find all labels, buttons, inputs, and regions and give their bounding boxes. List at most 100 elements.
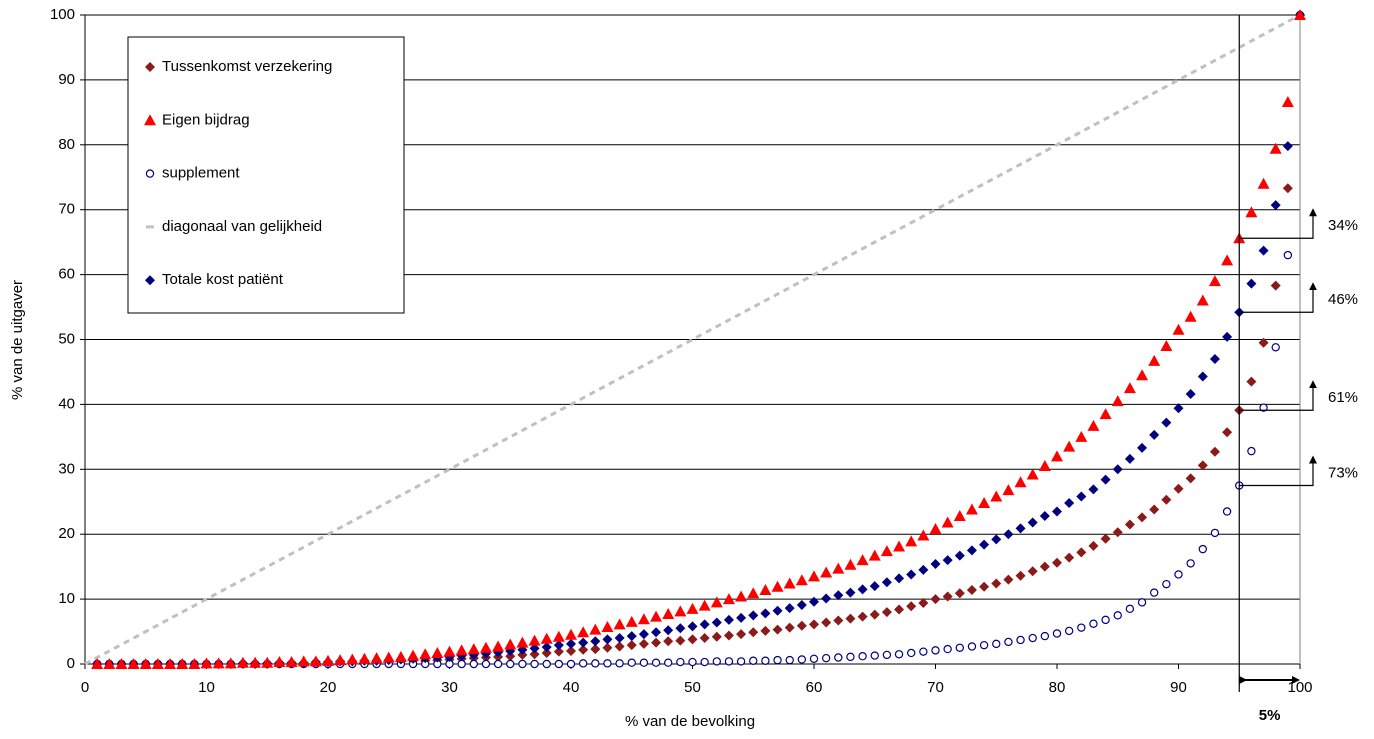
diamond-point <box>845 613 856 624</box>
diamond-point <box>821 617 832 628</box>
legend-label: Eigen bijdrag <box>162 111 250 128</box>
diamond-point <box>578 644 589 655</box>
diamond-point <box>748 627 759 638</box>
triangle-point <box>370 652 383 664</box>
circle-point <box>469 659 478 669</box>
y-tick-label: 70 <box>58 201 75 218</box>
annotation-label: 73% <box>1328 464 1358 481</box>
circle-point <box>639 658 649 667</box>
diamond-point <box>687 634 698 645</box>
circle-point <box>676 657 685 667</box>
diamond-point <box>602 642 613 653</box>
diamond-point <box>638 638 649 649</box>
circle-point <box>858 652 867 661</box>
triangle-point <box>467 643 480 655</box>
diamond-point <box>553 640 564 651</box>
circle-point <box>955 643 965 652</box>
diamond-point <box>1088 484 1099 495</box>
diamond-point <box>1185 389 1196 400</box>
triangle-point <box>297 655 310 667</box>
diamond-point <box>881 577 892 588</box>
circle-point <box>627 658 636 667</box>
diamond-point <box>796 620 807 631</box>
circle-point <box>712 657 722 666</box>
circle-point <box>785 655 794 665</box>
diamond-point <box>529 649 540 660</box>
triangle-point <box>443 645 456 657</box>
y-tick-label: 30 <box>58 460 75 477</box>
diamond-point <box>1197 371 1208 382</box>
diamond-point <box>1112 464 1123 475</box>
triangle-point <box>710 596 723 608</box>
triangle-point <box>492 640 505 652</box>
circle-point <box>1016 635 1025 645</box>
triangle-point <box>115 658 128 669</box>
diamond-point <box>1149 504 1160 515</box>
triangle-point <box>1281 95 1294 107</box>
diamond-point <box>1258 337 1269 348</box>
diamond-point <box>699 633 710 644</box>
diamond-point <box>906 601 917 612</box>
circle-point <box>1149 588 1159 597</box>
bracket-label: 5% <box>1259 707 1281 724</box>
diamond-point <box>541 642 552 653</box>
diamond-point <box>1015 523 1026 534</box>
diamond-point <box>590 644 601 655</box>
x-tick-label: 50 <box>684 679 701 696</box>
diamond-point <box>687 621 698 632</box>
circle-point <box>1101 615 1110 625</box>
triangle-point <box>856 554 869 566</box>
circle-point <box>870 651 879 660</box>
diamond-point <box>1124 519 1135 530</box>
triangle-point <box>1087 419 1100 431</box>
triangle-point <box>795 574 808 586</box>
diamond-point <box>748 610 759 621</box>
diamond-point <box>1270 280 1281 291</box>
diamond-point <box>1052 557 1062 568</box>
diamond-point <box>869 581 880 592</box>
triangle-point <box>662 608 675 620</box>
circle-point <box>894 650 904 659</box>
diamond-point <box>784 622 795 633</box>
annotation-arrow <box>1239 380 1317 411</box>
annotation-arrow <box>1239 455 1317 487</box>
triangle-point <box>686 602 699 614</box>
circle-point <box>1198 544 1208 554</box>
triangle-point <box>601 621 614 633</box>
annotation-label: 34% <box>1328 217 1358 234</box>
triangle-point <box>382 651 395 663</box>
circle-point <box>493 659 503 669</box>
diamond-point <box>1003 574 1014 585</box>
diamond-point <box>1137 512 1148 523</box>
circle-point <box>1162 579 1171 589</box>
x-tick-label: 100 <box>1287 679 1312 696</box>
triangle-point <box>978 497 991 509</box>
circle-point <box>1137 598 1147 607</box>
circle-point <box>603 659 612 668</box>
diamond-point <box>881 607 892 618</box>
triangle-point <box>552 630 565 642</box>
triangle-point <box>990 490 1003 502</box>
circle-point <box>1004 637 1013 647</box>
triangle-point <box>540 632 553 644</box>
circle-point <box>797 655 807 664</box>
y-tick-label: 40 <box>58 395 75 412</box>
diamond-point <box>772 605 783 616</box>
diamond-point <box>1161 417 1172 428</box>
triangle-point <box>893 540 906 552</box>
diamond-point <box>930 594 941 605</box>
triangle-point <box>1063 440 1076 452</box>
circle-point <box>1222 507 1232 516</box>
triangle-point <box>103 658 116 669</box>
annotation-label: 46% <box>1328 291 1358 308</box>
triangle-point <box>249 656 262 668</box>
equality-line <box>84 13 1301 666</box>
x-tick-label: 0 <box>81 679 89 696</box>
diamond-point <box>711 617 722 628</box>
diamond-point <box>1258 245 1269 256</box>
triangle-point <box>224 657 237 669</box>
diamond-point <box>1185 473 1196 484</box>
circle-point <box>761 656 770 665</box>
triangle-point <box>722 593 735 605</box>
